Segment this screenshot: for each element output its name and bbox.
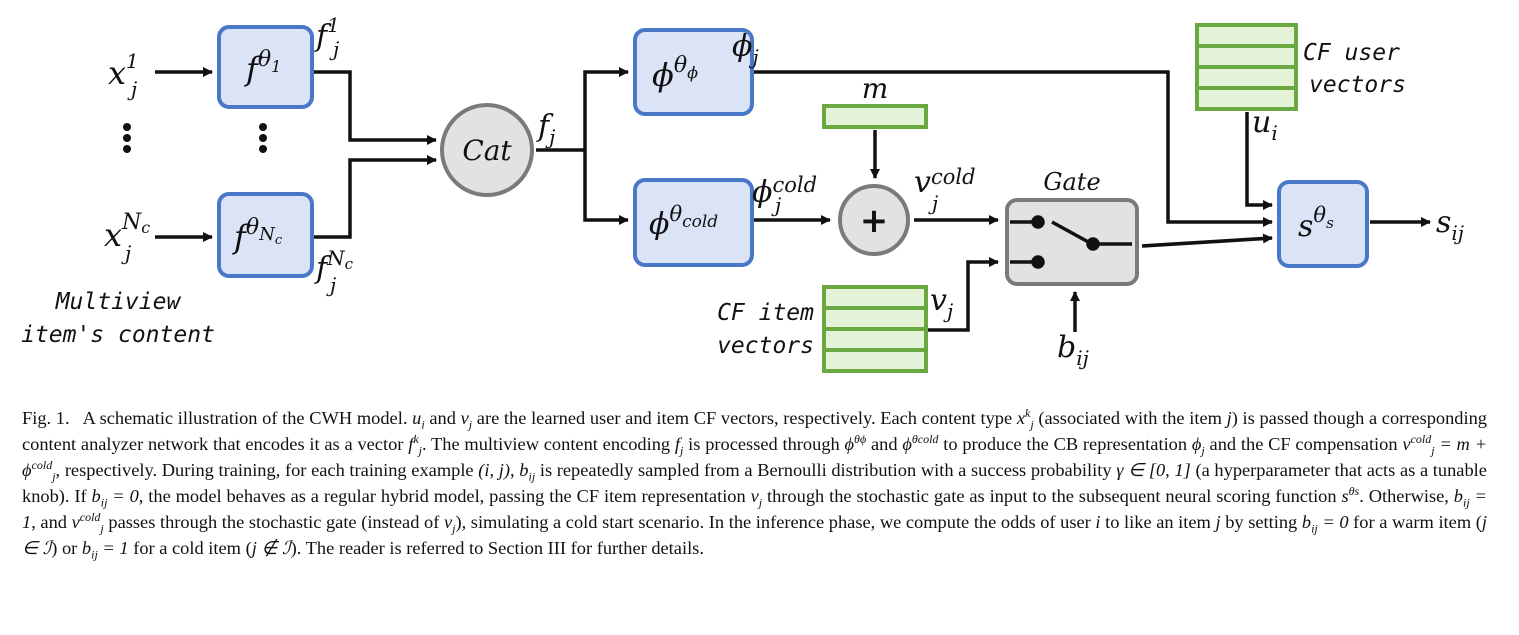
label-b-ij: bij [1057, 330, 1089, 370]
gate-switch [1010, 215, 1132, 269]
label-phi-cold-out: ϕcold [752, 173, 817, 210]
f1-box [217, 25, 314, 109]
caption-text: A schematic illustration of the CWH mode… [82, 408, 408, 428]
cf-item-vectors [822, 285, 928, 373]
figure-caption: Fig. 1. A schematic illustration of the … [22, 405, 1488, 562]
label-v-j: vj [930, 283, 953, 323]
s-box [1277, 180, 1369, 268]
gate-label: Gate [1043, 168, 1100, 196]
arrow-gate-to-s [1141, 233, 1273, 248]
phi-box [633, 28, 754, 116]
label-f1-out-sub: j [329, 37, 339, 61]
input-xN: xNc [104, 210, 150, 254]
phi-cold-box-label: ϕθcold [649, 202, 718, 242]
label-s-ij: sij [1436, 205, 1464, 245]
gate-box [1005, 198, 1139, 286]
cf-item-label-2: vectors [717, 333, 814, 359]
s-box-label: sθs [1298, 203, 1334, 244]
m-vector [822, 104, 928, 129]
cat-node [440, 103, 534, 197]
label-u-i: ui [1252, 105, 1278, 145]
input-x1-sub: j [127, 77, 137, 101]
arrow-vj-to-gate [928, 257, 999, 332]
arrow-phi-to-s [752, 70, 1273, 227]
cf-user-vectors [1195, 23, 1298, 111]
label-v-cold: vcold [914, 165, 976, 200]
label-fj: fj [536, 109, 555, 149]
multiview-label-1: Multiview [55, 289, 182, 315]
ellipsis-dots [123, 123, 267, 153]
label-v-cold-sub: j [928, 191, 938, 215]
arrow-to-phi-cold [583, 150, 629, 225]
caption-fig-number: Fig. 1. [22, 408, 70, 428]
phi-cold-box [633, 178, 754, 267]
arrow-to-phi [583, 67, 629, 150]
plus-node [838, 184, 910, 256]
label-phi-j: ϕj [732, 29, 759, 69]
fN-box [217, 192, 314, 278]
input-x1: x1 [108, 49, 139, 92]
label-fN-out-sub: j [326, 273, 336, 297]
phi-box-label: ϕθϕ [652, 53, 698, 94]
cf-item-label-1: CF item [717, 300, 814, 326]
network-boxes [217, 25, 1369, 278]
input-xN-sub: j [121, 241, 131, 265]
cf-user-label-2: vectors [1309, 72, 1406, 98]
plus-label: + [860, 201, 889, 241]
vector-stacks [822, 23, 1298, 373]
multiview-label-2: item's content [21, 322, 215, 348]
cat-label: Cat [462, 134, 512, 167]
arrow-u-to-s [1245, 112, 1273, 210]
label-phi-cold-out-sub: j [771, 193, 781, 217]
cf-user-label-1: CF user [1303, 40, 1400, 66]
cwh-diagram: Cat + Gate fθ1 fθNc [21, 13, 1464, 373]
label-m: m [862, 72, 889, 105]
connectors [155, 67, 1431, 332]
arrow-fN-to-cat [312, 155, 437, 239]
arrow-f1-to-cat [312, 70, 437, 145]
